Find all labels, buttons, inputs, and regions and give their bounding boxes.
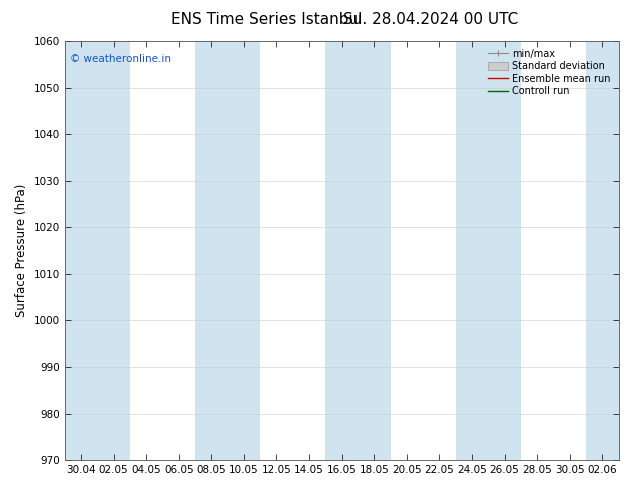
Bar xyxy=(195,41,228,460)
Bar xyxy=(358,41,391,460)
Y-axis label: Surface Pressure (hPa): Surface Pressure (hPa) xyxy=(15,184,28,318)
Text: Su. 28.04.2024 00 UTC: Su. 28.04.2024 00 UTC xyxy=(344,12,519,27)
Bar xyxy=(521,41,553,460)
Bar xyxy=(488,41,521,460)
Bar xyxy=(586,41,619,460)
Bar xyxy=(65,41,97,460)
Text: ENS Time Series Istanbul: ENS Time Series Istanbul xyxy=(171,12,362,27)
Text: © weatheronline.in: © weatheronline.in xyxy=(70,53,171,64)
Bar xyxy=(391,41,423,460)
Bar xyxy=(456,41,488,460)
Bar xyxy=(293,41,325,460)
Legend: min/max, Standard deviation, Ensemble mean run, Controll run: min/max, Standard deviation, Ensemble me… xyxy=(485,46,614,99)
Bar xyxy=(423,41,456,460)
Bar xyxy=(260,41,293,460)
Bar xyxy=(162,41,195,460)
Bar xyxy=(553,41,586,460)
Bar xyxy=(228,41,260,460)
Bar xyxy=(130,41,162,460)
Bar xyxy=(325,41,358,460)
Bar xyxy=(97,41,130,460)
